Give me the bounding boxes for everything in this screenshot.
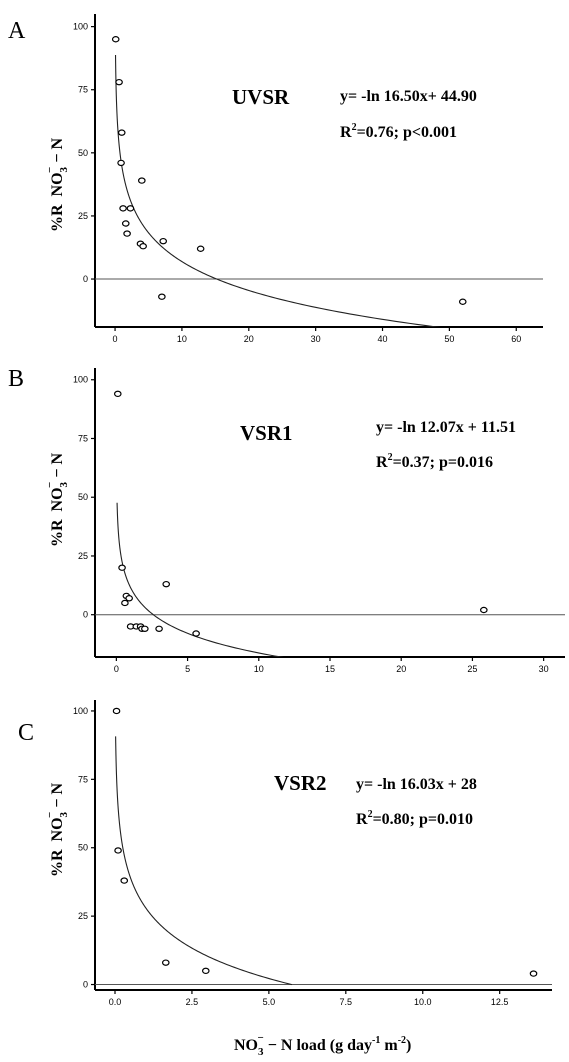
stats: R2=0.80; p=0.010 [356, 809, 473, 828]
x-tick-label: 50 [444, 334, 454, 344]
site-label: VSR1 [240, 421, 293, 445]
data-point [196, 245, 205, 252]
x-tick-label: 20 [244, 334, 254, 344]
site-label: VSR2 [274, 771, 327, 795]
y-tick-label: 25 [78, 211, 88, 221]
y-tick-label: 25 [78, 551, 88, 561]
panel-label: B [8, 366, 24, 392]
fit-curve [116, 502, 284, 657]
x-tick-label: 60 [511, 334, 521, 344]
x-tick-label: 0 [113, 334, 118, 344]
data-point [138, 177, 146, 184]
data-point [161, 959, 170, 966]
data-point [162, 580, 171, 588]
panel-b: B %R NO3− − N VSR1 y= -ln 12.07x + 11.51… [8, 366, 565, 674]
y-tick-label: 50 [78, 148, 88, 158]
data-point [159, 237, 168, 245]
x-tick-label: 5.0 [263, 997, 276, 1007]
data-point [192, 630, 200, 637]
x-tick-label: 20 [396, 664, 406, 674]
data-point [139, 243, 147, 250]
panel-c: C %R NO3− − N VSR2 y= -ln 16.03x + 28 R2… [18, 700, 552, 1007]
data-point [126, 205, 135, 212]
x-tick-label: 10 [254, 664, 264, 674]
y-tick-label: 0 [83, 980, 88, 990]
y-axis-label: %R NO3− − N [44, 138, 70, 232]
x-tick-label: 40 [378, 334, 388, 344]
y-tick-label: 75 [78, 85, 88, 95]
y-axis-label: %R NO3− − N [44, 453, 70, 547]
fit-curve [114, 54, 441, 327]
x-tick-label: 15 [325, 664, 335, 674]
data-point [529, 970, 538, 977]
y-tick-label: 25 [78, 911, 88, 921]
x-tick-label: 25 [467, 664, 477, 674]
x-tick-label: 0 [114, 664, 119, 674]
x-tick-label: 0.0 [109, 997, 122, 1007]
y-axis-label: %R NO3− − N [44, 783, 70, 877]
fit-curve [115, 736, 293, 986]
y-tick-label: 75 [78, 433, 88, 443]
y-tick-label: 0 [83, 274, 88, 284]
equation: y= -ln 16.03x + 28 [356, 776, 477, 793]
data-point [141, 625, 149, 633]
y-tick-label: 100 [73, 706, 88, 716]
x-tick-label: 30 [539, 664, 549, 674]
site-label: UVSR [232, 85, 290, 109]
y-tick-label: 50 [78, 492, 88, 502]
data-point [125, 595, 133, 602]
stats: R2=0.76; p<0.001 [340, 122, 457, 141]
x-tick-label: 10 [177, 334, 187, 344]
y-tick-label: 0 [83, 610, 88, 620]
x-axis-label: NO3− − N load (g day-1 m-2) [234, 1032, 411, 1058]
data-point [113, 390, 122, 398]
data-point [201, 967, 210, 975]
x-tick-label: 30 [311, 334, 321, 344]
x-tick-label: 12.5 [491, 997, 509, 1007]
data-point [121, 599, 129, 607]
y-tick-label: 75 [78, 774, 88, 784]
data-point [118, 564, 126, 571]
panel-label: A [8, 18, 26, 44]
panel-label: C [18, 720, 34, 746]
x-tick-label: 2.5 [186, 997, 199, 1007]
data-point [155, 625, 163, 633]
y-tick-label: 100 [73, 22, 88, 32]
data-point [117, 159, 125, 167]
data-point [119, 205, 127, 212]
data-point [117, 129, 126, 136]
panel-a: A %R NO3− − N UVSR y= -ln 16.50x+ 44.90 … [8, 14, 543, 344]
data-point [458, 298, 467, 305]
x-tick-label: 5 [185, 664, 190, 674]
data-point [123, 230, 131, 237]
y-tick-label: 50 [78, 843, 88, 853]
data-point [115, 78, 123, 86]
data-point [112, 707, 121, 715]
x-tick-label: 7.5 [340, 997, 353, 1007]
data-point [111, 36, 120, 43]
data-point [158, 293, 166, 300]
y-tick-label: 100 [73, 375, 88, 385]
data-point [120, 877, 129, 884]
equation: y= -ln 12.07x + 11.51 [376, 419, 516, 436]
data-point [480, 606, 488, 614]
data-point [114, 847, 122, 854]
x-tick-label: 10.0 [414, 997, 432, 1007]
equation: y= -ln 16.50x+ 44.90 [340, 88, 477, 105]
stats: R2=0.37; p=0.016 [376, 452, 493, 471]
data-point [121, 220, 130, 227]
